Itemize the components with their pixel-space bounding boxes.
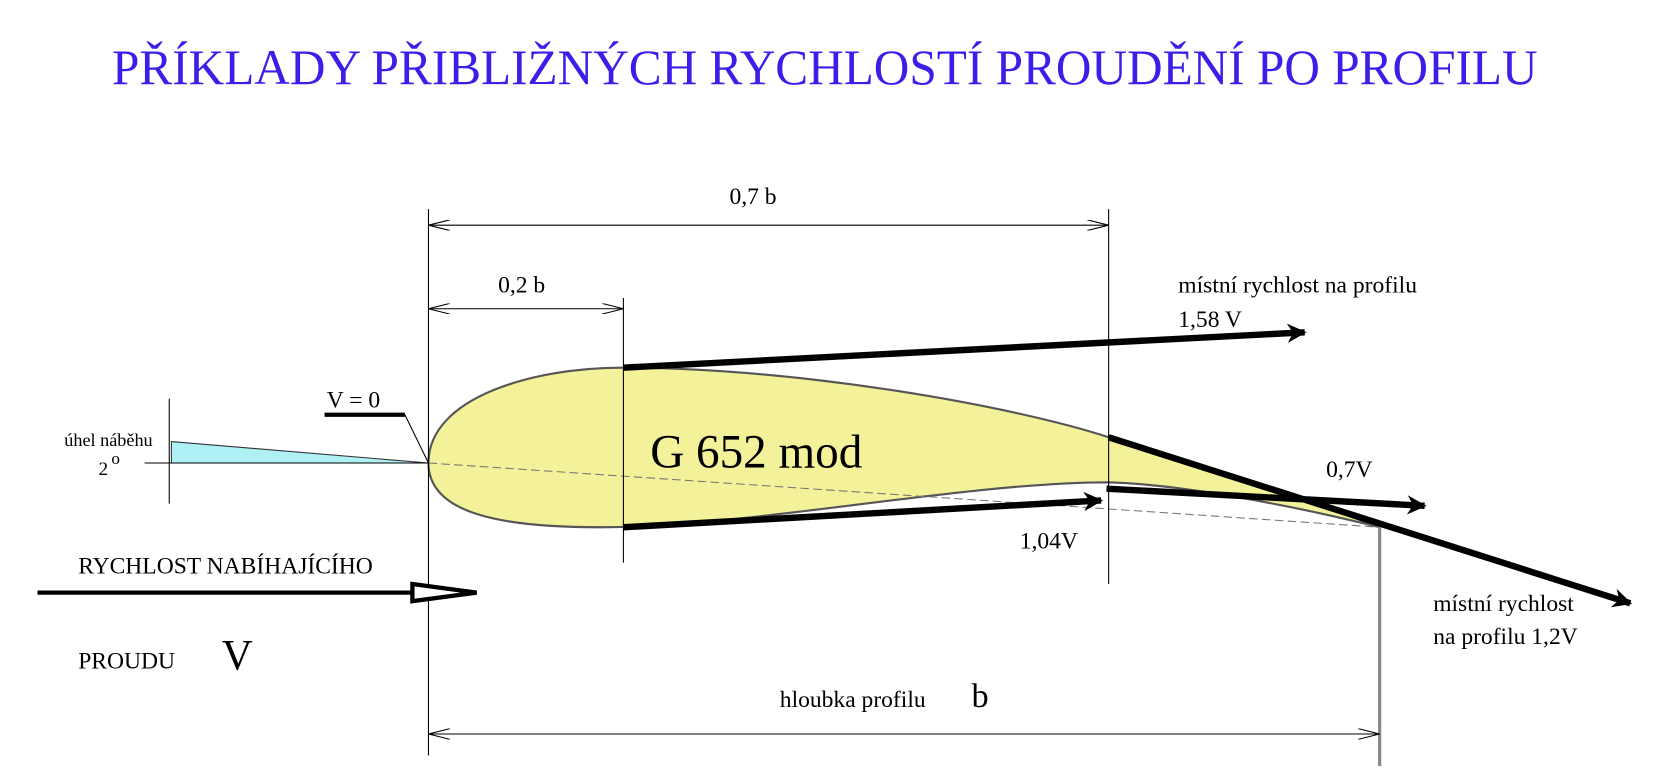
dimension-label: 0,7 b — [729, 184, 776, 210]
velocity-value: 1,04V — [1020, 529, 1078, 555]
angle-value: 2 — [99, 459, 109, 480]
velocity-value: 0,7V — [1326, 457, 1372, 483]
velocity-label: místní rychlost — [1433, 591, 1574, 617]
chord-label: hloubka profilu — [780, 687, 926, 713]
stagnation-label: V = 0 — [327, 387, 380, 413]
profile-name: G 652 mod — [650, 426, 862, 478]
airfoil — [427, 366, 1381, 529]
velocity-arrow — [623, 491, 1104, 531]
angle-wedge — [170, 440, 429, 464]
velocity-arrow — [623, 323, 1307, 371]
freestream-label: PROUDU — [78, 649, 175, 675]
velocity-label: místní rychlost na profilu — [1178, 273, 1417, 299]
chord-line — [428, 462, 1380, 528]
freestream-symbol: V — [222, 633, 253, 680]
angle-unit: o — [111, 449, 120, 468]
velocity-arrow — [1106, 485, 1427, 515]
dimension-label: 0,2 b — [498, 273, 545, 299]
chord-symbol: b — [972, 677, 989, 715]
freestream-label: RYCHLOST NABÍHAJÍCÍHO — [78, 553, 373, 579]
velocity-label: na profilu 1,2V — [1433, 624, 1578, 650]
freestream-arrowhead — [410, 581, 477, 604]
angle-label: úhel náběhu — [64, 430, 152, 450]
velocity-arrow — [1107, 434, 1633, 608]
velocity-value: 1,58 V — [1178, 307, 1242, 333]
title: PŘÍKLADY PŘIBLIŽNÝCH RYCHLOSTÍ PROUDĚNÍ … — [112, 40, 1538, 95]
stagnation-leader — [404, 414, 429, 464]
